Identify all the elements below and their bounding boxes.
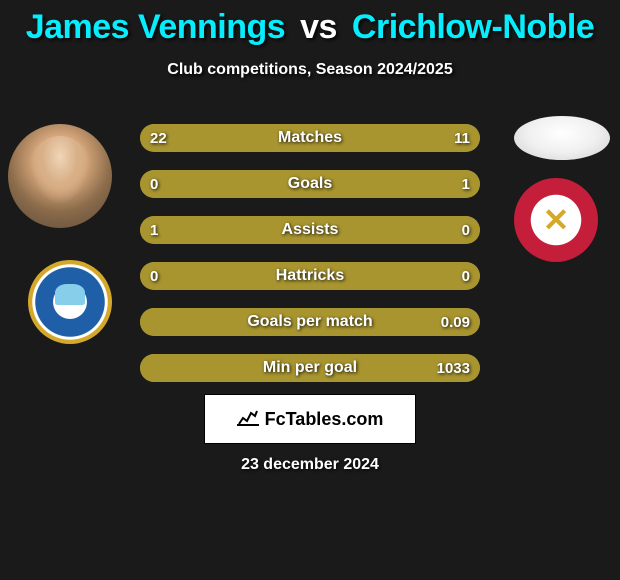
stat-row: Min per goal1033: [140, 354, 480, 382]
stat-label: Assists: [140, 216, 480, 244]
stat-value-p1: [140, 308, 160, 336]
stat-value-p2: 11: [444, 124, 480, 152]
stat-value-p2: 0.09: [431, 308, 480, 336]
stat-row: Goals0 1: [140, 170, 480, 198]
comparison-title: James Vennings vs Crichlow-Noble: [0, 0, 620, 47]
stat-value-p1: 0: [140, 262, 168, 290]
stat-label: Matches: [140, 124, 480, 152]
stat-value-p1: 1: [140, 216, 168, 244]
stat-label: Goals: [140, 170, 480, 198]
stat-value-p1: 0: [140, 170, 168, 198]
stat-label: Hattricks: [140, 262, 480, 290]
stat-value-p2: 0: [452, 262, 480, 290]
stat-value-p2: 0: [452, 216, 480, 244]
player2-club-badge: [514, 178, 598, 262]
player2-name: Crichlow-Noble: [352, 8, 594, 46]
player2-avatar: [514, 116, 610, 160]
stat-row: Hattricks0 0: [140, 262, 480, 290]
stat-value-p2: 1: [452, 170, 480, 198]
footer-date: 23 december 2024: [0, 456, 620, 474]
stat-value-p1: 22: [140, 124, 177, 152]
stat-row: Matches22 11: [140, 124, 480, 152]
stat-row: Assists1 0: [140, 216, 480, 244]
player1-club-badge: [28, 260, 112, 344]
chart-icon: [237, 408, 259, 431]
stat-row: Goals per match0.09: [140, 308, 480, 336]
stat-value-p1: [140, 354, 160, 382]
stat-value-p2: 1033: [427, 354, 480, 382]
vs-text: vs: [300, 8, 337, 46]
stats-container: Matches2211Goals01Assists10Hattricks00Go…: [140, 124, 480, 400]
site-name: FcTables.com: [265, 409, 384, 430]
site-badge: FcTables.com: [204, 394, 416, 444]
subtitle: Club competitions, Season 2024/2025: [0, 61, 620, 79]
stat-label: Goals per match: [140, 308, 480, 336]
player1-name: James Vennings: [26, 8, 285, 46]
player1-avatar: [8, 124, 112, 228]
